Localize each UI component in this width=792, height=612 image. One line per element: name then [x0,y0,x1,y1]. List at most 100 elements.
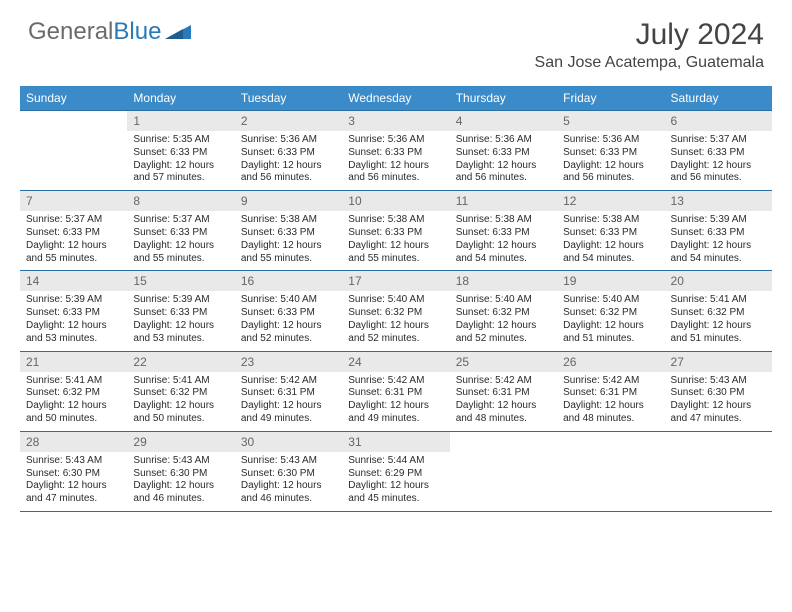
daylight-line: Daylight: 12 hours and 54 minutes. [456,240,551,266]
sunrise-value: 5:43 AM [173,455,210,466]
day-content: Sunrise: 5:43 AMSunset: 6:30 PMDaylight:… [235,452,342,511]
day-number: 25 [450,352,557,372]
day-cell: 5Sunrise: 5:36 AMSunset: 6:33 PMDaylight… [557,111,664,191]
daylight-label: Daylight: [133,320,175,331]
header: GeneralBlue July 2024 San Jose Acatempa,… [0,0,792,78]
day-content: Sunrise: 5:42 AMSunset: 6:31 PMDaylight:… [557,372,664,431]
week-row: 0 1Sunrise: 5:35 AMSunset: 6:33 PMDaylig… [20,111,772,191]
sunrise-line: Sunrise: 5:39 AM [26,294,121,307]
day-number: 5 [557,111,664,131]
daylight-line: Daylight: 12 hours and 48 minutes. [456,400,551,426]
week-row: 14Sunrise: 5:39 AMSunset: 6:33 PMDayligh… [20,271,772,351]
sunset-value: 6:30 PM [278,468,315,479]
dow-cell: Thursday [450,86,557,111]
daylight-line: Daylight: 12 hours and 56 minutes. [348,160,443,186]
day-cell: 0 [665,431,772,511]
day-number: 19 [557,271,664,291]
sunrise-value: 5:40 AM [603,294,640,305]
sunrise-line: Sunrise: 5:36 AM [241,134,336,147]
sunset-line: Sunset: 6:33 PM [241,227,336,240]
day-content: Sunrise: 5:38 AMSunset: 6:33 PMDaylight:… [557,211,664,270]
sunset-line: Sunset: 6:29 PM [348,468,443,481]
daylight-label: Daylight: [241,400,283,411]
dow-cell: Saturday [665,86,772,111]
sunrise-line: Sunrise: 5:36 AM [348,134,443,147]
day-cell: 6Sunrise: 5:37 AMSunset: 6:33 PMDaylight… [665,111,772,191]
sunset-label: Sunset: [241,387,278,398]
sunset-label: Sunset: [133,147,170,158]
day-cell: 29Sunrise: 5:43 AMSunset: 6:30 PMDayligh… [127,431,234,511]
day-number: 1 [127,111,234,131]
day-content: Sunrise: 5:39 AMSunset: 6:33 PMDaylight:… [20,291,127,350]
daylight-label: Daylight: [241,480,283,491]
day-number: 4 [450,111,557,131]
week-row: 28Sunrise: 5:43 AMSunset: 6:30 PMDayligh… [20,431,772,511]
sunset-value: 6:32 PM [707,307,744,318]
daylight-label: Daylight: [348,160,390,171]
daylight-label: Daylight: [133,240,175,251]
day-content: Sunrise: 5:41 AMSunset: 6:32 PMDaylight:… [20,372,127,431]
sunset-line: Sunset: 6:32 PM [26,387,121,400]
day-content: Sunrise: 5:41 AMSunset: 6:32 PMDaylight:… [665,291,772,350]
day-content: Sunrise: 5:43 AMSunset: 6:30 PMDaylight:… [665,372,772,431]
sunset-line: Sunset: 6:31 PM [348,387,443,400]
sunset-value: 6:33 PM [600,147,637,158]
month-title: July 2024 [535,18,764,52]
day-number: 20 [665,271,772,291]
sunrise-value: 5:42 AM [495,375,532,386]
daylight-line: Daylight: 12 hours and 55 minutes. [26,240,121,266]
sunset-line: Sunset: 6:33 PM [671,227,766,240]
sunrise-value: 5:36 AM [388,134,425,145]
dow-cell: Monday [127,86,234,111]
sunset-line: Sunset: 6:33 PM [133,307,228,320]
sunset-value: 6:33 PM [170,227,207,238]
sunrise-label: Sunrise: [26,455,65,466]
sunrise-line: Sunrise: 5:41 AM [26,375,121,388]
day-cell: 0 [450,431,557,511]
sunrise-line: Sunrise: 5:43 AM [133,455,228,468]
day-number: 3 [342,111,449,131]
sunrise-value: 5:43 AM [65,455,102,466]
sunrise-label: Sunrise: [563,294,602,305]
day-number: 15 [127,271,234,291]
sunrise-line: Sunrise: 5:40 AM [456,294,551,307]
sunset-label: Sunset: [456,227,493,238]
sunset-value: 6:33 PM [492,227,529,238]
sunset-value: 6:33 PM [278,307,315,318]
day-content: Sunrise: 5:40 AMSunset: 6:32 PMDaylight:… [450,291,557,350]
sunset-value: 6:33 PM [707,147,744,158]
sunrise-value: 5:39 AM [173,294,210,305]
sunrise-value: 5:41 AM [173,375,210,386]
day-content: Sunrise: 5:40 AMSunset: 6:33 PMDaylight:… [235,291,342,350]
calendar-table: SundayMondayTuesdayWednesdayThursdayFrid… [20,86,772,512]
sunrise-line: Sunrise: 5:38 AM [456,214,551,227]
sunset-line: Sunset: 6:33 PM [241,307,336,320]
sunset-line: Sunset: 6:30 PM [671,387,766,400]
day-cell: 27Sunrise: 5:43 AMSunset: 6:30 PMDayligh… [665,351,772,431]
sunset-line: Sunset: 6:33 PM [456,147,551,160]
sunrise-line: Sunrise: 5:41 AM [671,294,766,307]
day-content: Sunrise: 5:36 AMSunset: 6:33 PMDaylight:… [235,131,342,190]
sunset-value: 6:31 PM [600,387,637,398]
day-content: Sunrise: 5:40 AMSunset: 6:32 PMDaylight:… [557,291,664,350]
sunrise-line: Sunrise: 5:36 AM [563,134,658,147]
sunrise-line: Sunrise: 5:38 AM [348,214,443,227]
daylight-label: Daylight: [348,400,390,411]
sunset-label: Sunset: [241,307,278,318]
daylight-line: Daylight: 12 hours and 55 minutes. [348,240,443,266]
sunrise-value: 5:43 AM [710,375,747,386]
sunset-line: Sunset: 6:33 PM [241,147,336,160]
day-number: 11 [450,191,557,211]
day-number: 6 [665,111,772,131]
sunrise-label: Sunrise: [26,375,65,386]
sunset-label: Sunset: [133,468,170,479]
daylight-line: Daylight: 12 hours and 46 minutes. [241,480,336,506]
sunrise-line: Sunrise: 5:44 AM [348,455,443,468]
day-number: 21 [20,352,127,372]
sunrise-label: Sunrise: [456,214,495,225]
sunrise-line: Sunrise: 5:43 AM [26,455,121,468]
sunrise-label: Sunrise: [133,214,172,225]
sunrise-label: Sunrise: [348,375,387,386]
sunset-value: 6:33 PM [278,147,315,158]
sunrise-line: Sunrise: 5:38 AM [241,214,336,227]
